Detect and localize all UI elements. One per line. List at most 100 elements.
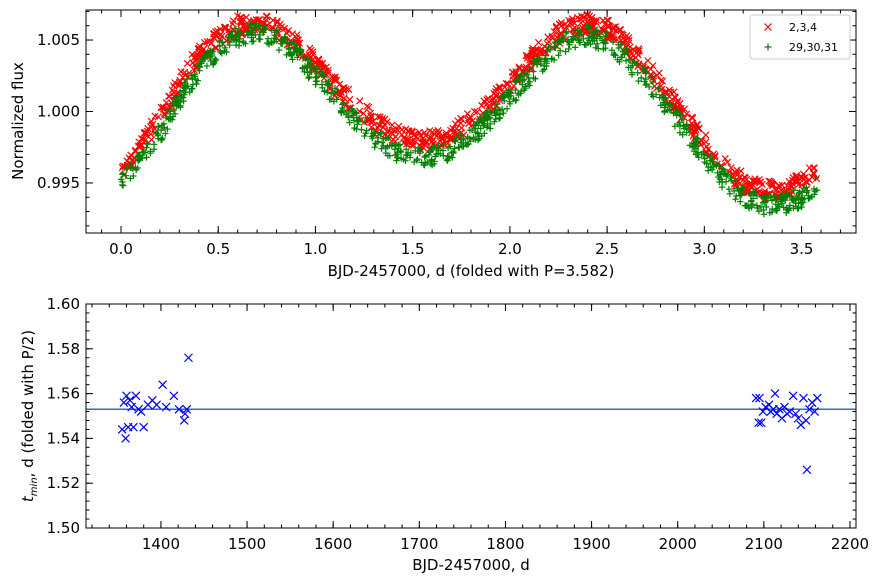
tmin-point [184, 353, 193, 363]
flux-point-series-1 [703, 142, 711, 151]
flux-point-series-2 [634, 69, 641, 77]
flux-point-series-2 [431, 158, 438, 165]
legend-marker-series-1 [764, 23, 772, 31]
flux-point-series-2 [170, 106, 177, 114]
flux-point-series-2 [157, 136, 165, 144]
flux-point-series-1 [702, 131, 710, 139]
tmin-point [169, 391, 179, 401]
flux-point-series-1 [376, 113, 384, 121]
tmin-point [117, 425, 127, 434]
tmin-points [117, 353, 822, 475]
flux-x-tick-label: 0.5 [206, 240, 230, 258]
flux-point-series-1 [222, 24, 230, 33]
flux-point-series-1 [190, 66, 199, 75]
flux-point-series-2 [164, 125, 171, 133]
flux-point-series-2 [194, 77, 201, 84]
flux-point-series-1 [447, 133, 456, 141]
flux-point-series-2 [421, 159, 429, 167]
tmin-point [802, 465, 812, 475]
flux-point-series-2 [451, 145, 458, 152]
flux-point-series-2 [450, 149, 457, 157]
flux-point-series-1 [125, 154, 133, 162]
flux-point-series-2 [623, 48, 631, 55]
flux-point-series-2 [572, 26, 579, 34]
flux-point-series-2 [587, 40, 594, 48]
flux-point-series-1 [648, 74, 657, 82]
flux-point-series-2 [481, 120, 488, 127]
flux-point-series-2 [475, 133, 483, 140]
tmin-point [755, 393, 764, 403]
flux-point-series-2 [331, 85, 339, 92]
flux-point-series-2 [363, 127, 370, 134]
flux-points [117, 10, 821, 218]
flux-point-series-2 [477, 116, 484, 123]
flux-x-tick-label: 3.0 [692, 240, 716, 258]
flux-point-series-2 [676, 122, 684, 130]
flux-point-series-1 [616, 26, 624, 34]
flux-point-series-2 [465, 140, 472, 148]
tmin-point [793, 413, 803, 423]
flux-point-series-1 [428, 128, 437, 136]
flux-point-series-2 [494, 100, 501, 108]
flux-point-series-2 [615, 44, 623, 52]
flux-point-series-2 [321, 88, 328, 95]
flux-point-series-2 [307, 58, 314, 66]
flux-point-series-2 [264, 35, 272, 42]
flux-point-series-2 [551, 43, 558, 50]
flux-point-series-2 [593, 40, 601, 48]
flux-point-series-2 [602, 44, 609, 52]
flux-point-series-1 [623, 32, 631, 40]
flux-point-series-1 [657, 76, 665, 85]
flux-point-series-1 [588, 17, 596, 25]
tmin-point [751, 393, 761, 403]
flux-point-series-2 [143, 144, 150, 151]
flux-point-series-1 [195, 48, 203, 56]
flux-point-series-2 [402, 157, 409, 164]
flux-point-series-2 [786, 202, 794, 209]
flux-point-series-1 [495, 83, 503, 91]
flux-point-series-2 [657, 102, 664, 109]
flux-point-series-1 [356, 97, 364, 105]
flux-point-series-1 [665, 86, 674, 94]
flux-point-series-2 [183, 75, 191, 83]
tmin-point [805, 404, 814, 414]
tmin-point [152, 400, 162, 410]
flux-point-series-2 [617, 54, 625, 61]
tmin-y-tick-label: 1.58 [47, 340, 80, 358]
flux-point-series-1 [221, 23, 230, 31]
flux-point-series-2 [668, 102, 675, 109]
flux-point-series-2 [211, 58, 218, 66]
flux-point-series-1 [340, 94, 348, 102]
flux-point-series-2 [741, 202, 749, 209]
flux-point-series-1 [503, 81, 511, 89]
flux-point-series-1 [200, 45, 208, 53]
flux-point-series-1 [599, 16, 607, 25]
flux-point-series-2 [629, 59, 636, 67]
flux-point-series-2 [127, 175, 134, 182]
flux-point-series-2 [189, 75, 196, 82]
legend-label-series-2: 29,30,31 [789, 41, 838, 54]
flux-point-series-2 [622, 57, 630, 64]
flux-point-series-2 [786, 192, 793, 199]
flux-point-series-2 [556, 47, 564, 54]
flux-point-series-2 [670, 109, 677, 116]
flux-point-series-2 [782, 197, 789, 204]
flux-point-series-1 [366, 109, 375, 117]
flux-point-series-2 [530, 60, 537, 67]
flux-point-series-1 [173, 89, 181, 97]
flux-point-series-1 [733, 166, 741, 174]
flux-point-series-2 [776, 203, 783, 210]
flux-point-series-2 [244, 31, 251, 39]
flux-point-series-1 [192, 62, 200, 70]
flux-point-series-1 [509, 72, 517, 80]
flux-point-series-2 [224, 38, 231, 45]
flux-point-series-2 [250, 37, 257, 45]
flux-point-series-2 [537, 60, 545, 68]
flux-point-series-2 [598, 28, 605, 35]
flux-point-series-1 [200, 38, 209, 47]
flux-point-series-2 [532, 75, 539, 83]
flux-point-series-2 [392, 142, 400, 150]
flux-point-series-2 [732, 178, 739, 185]
flux-point-series-1 [328, 73, 336, 81]
tmin-point [812, 393, 822, 403]
